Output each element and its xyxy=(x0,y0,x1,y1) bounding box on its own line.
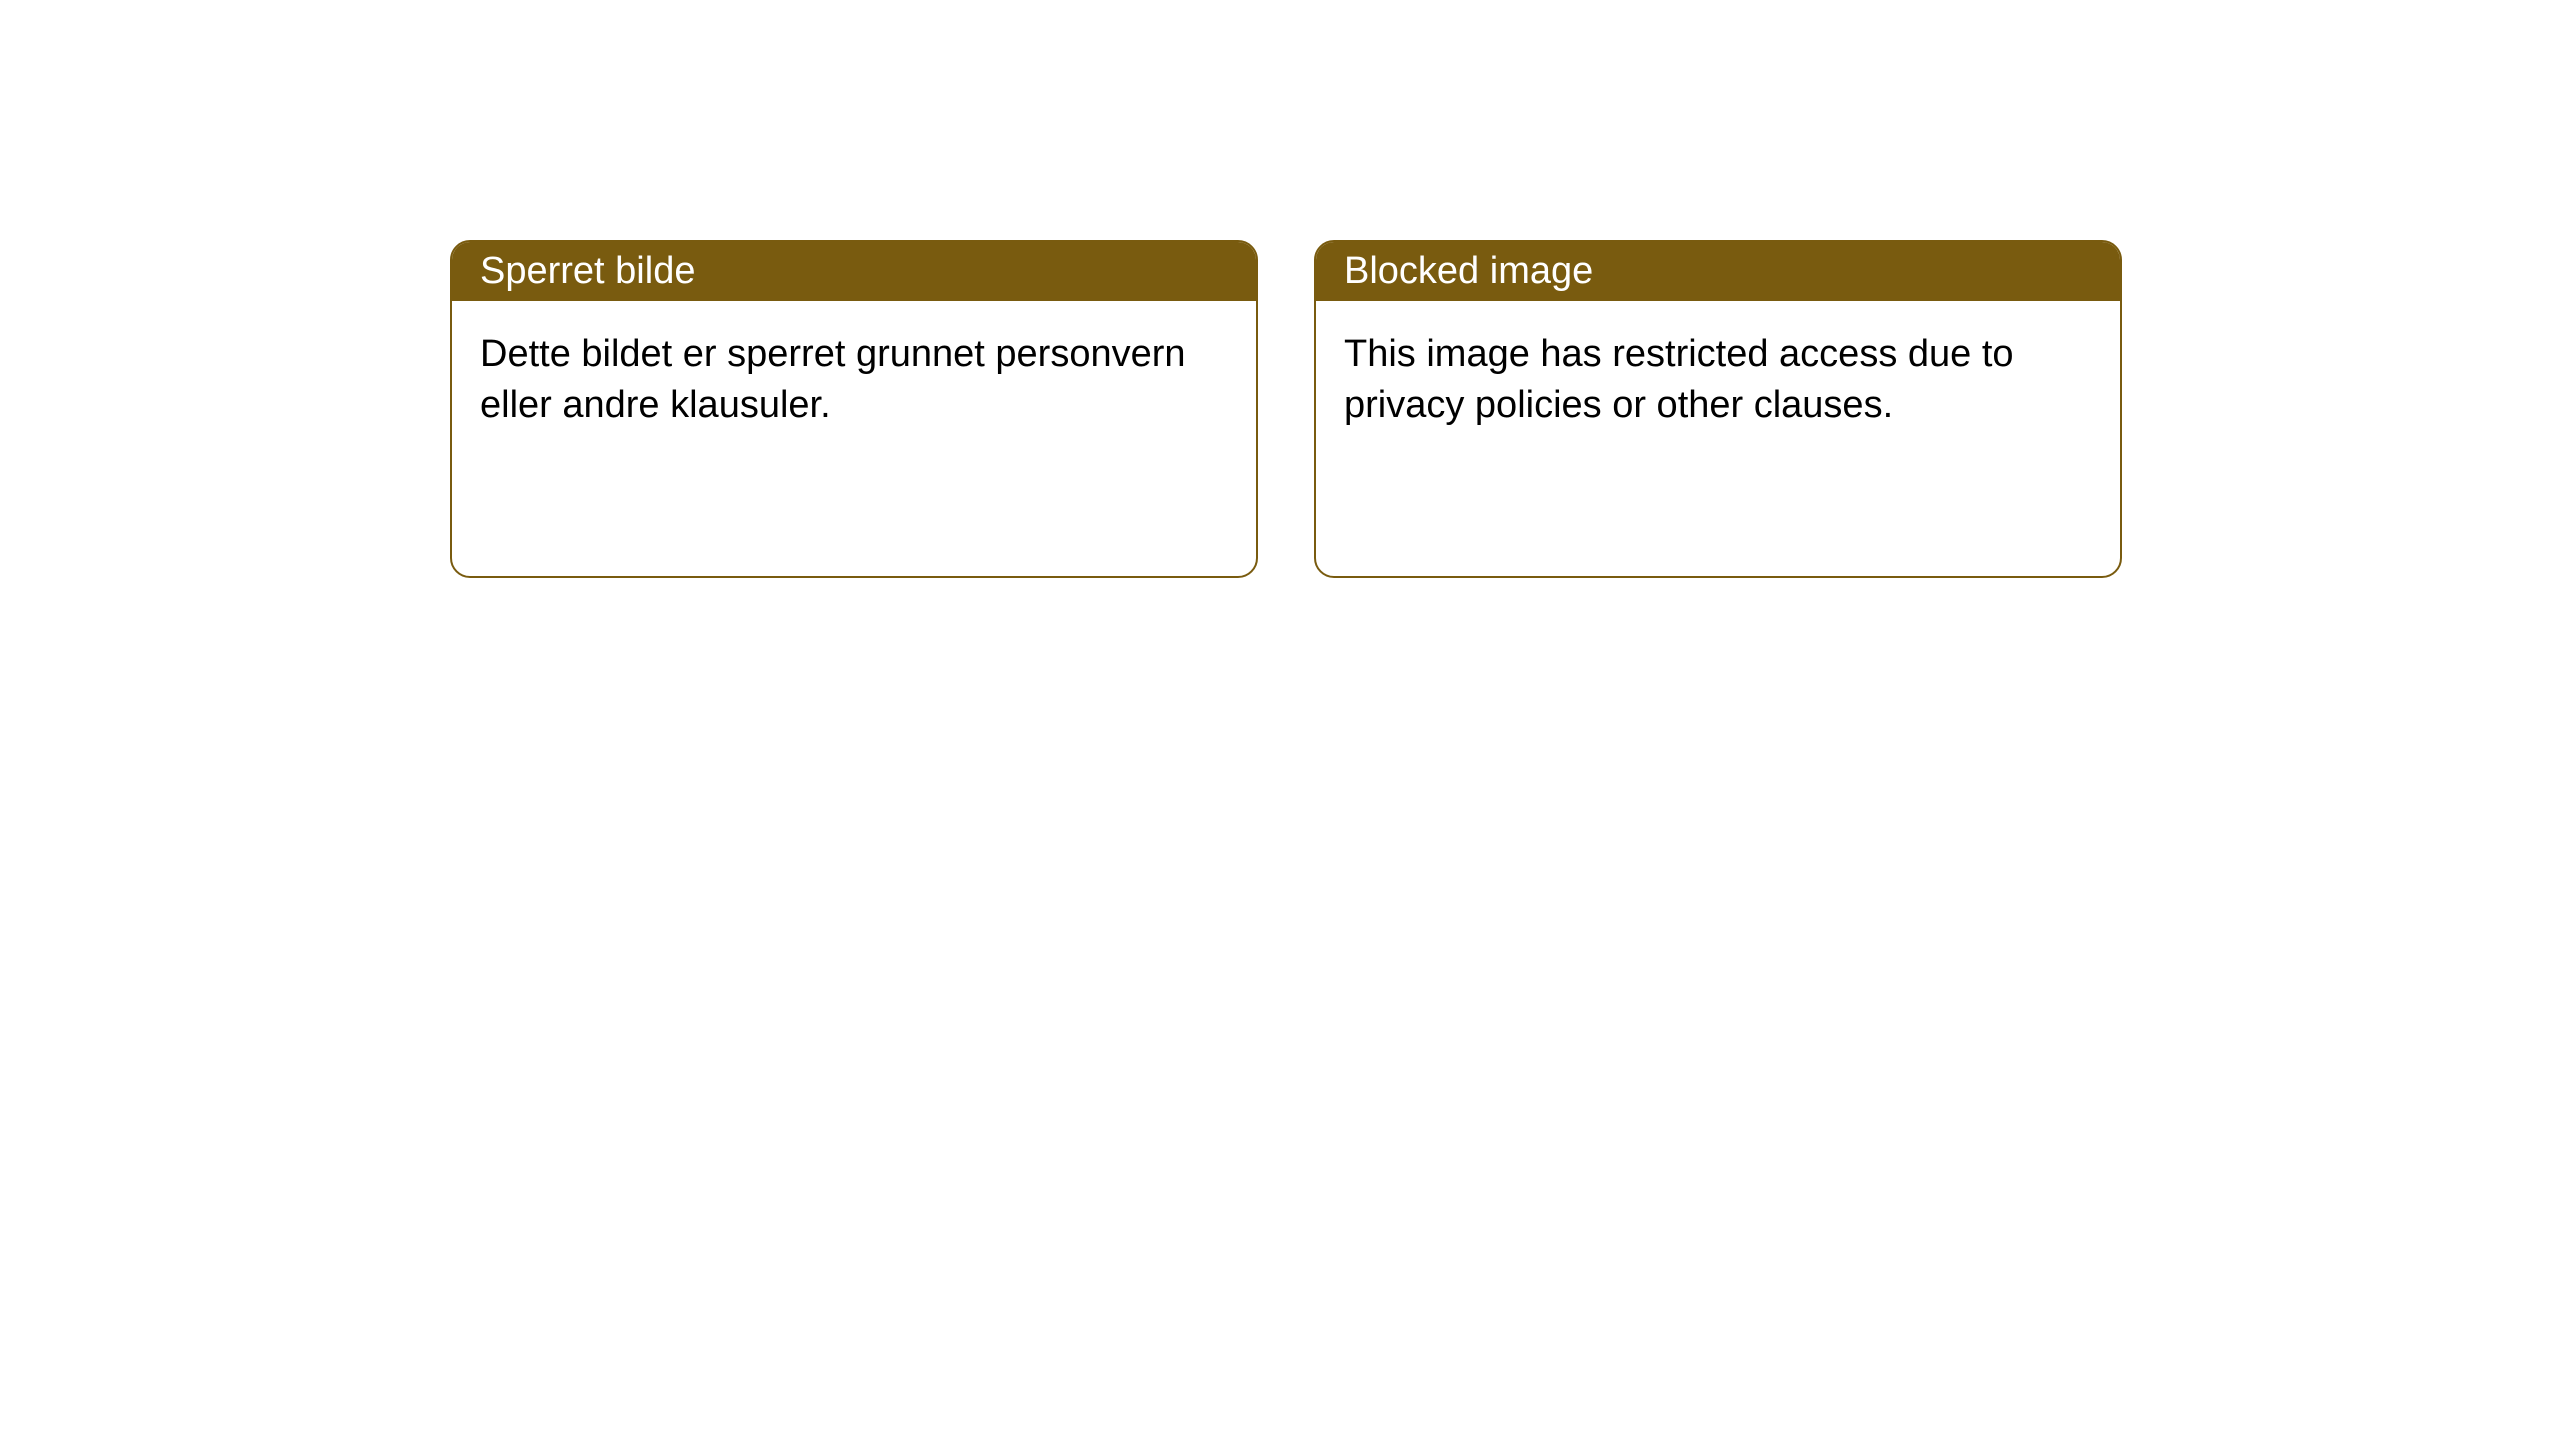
notice-header: Sperret bilde xyxy=(452,242,1256,301)
notice-text: This image has restricted access due to … xyxy=(1344,333,2014,426)
notice-container: Sperret bilde Dette bildet er sperret gr… xyxy=(0,0,2560,578)
notice-card-norwegian: Sperret bilde Dette bildet er sperret gr… xyxy=(450,240,1258,578)
notice-body: Dette bildet er sperret grunnet personve… xyxy=(452,301,1256,460)
notice-card-english: Blocked image This image has restricted … xyxy=(1314,240,2122,578)
notice-title: Blocked image xyxy=(1344,250,1593,292)
notice-text: Dette bildet er sperret grunnet personve… xyxy=(480,333,1186,426)
notice-title: Sperret bilde xyxy=(480,250,695,292)
notice-body: This image has restricted access due to … xyxy=(1316,301,2120,460)
notice-header: Blocked image xyxy=(1316,242,2120,301)
